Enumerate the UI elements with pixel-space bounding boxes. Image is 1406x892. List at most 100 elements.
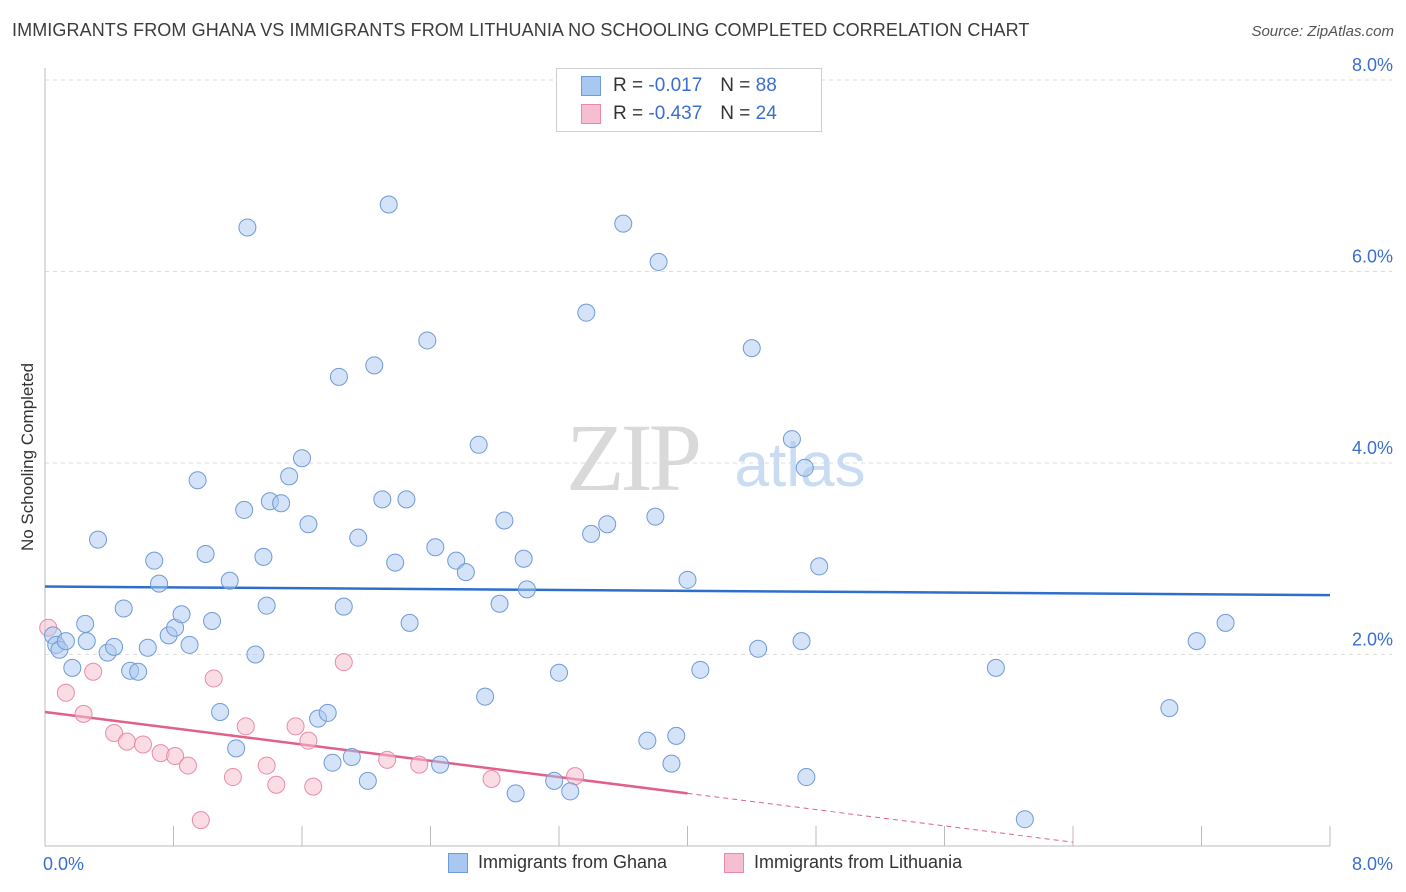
ghana-swatch [448,852,468,873]
ghana-point [792,632,811,651]
ghana-point [203,611,222,630]
lithuania-point [84,662,103,681]
ghana-point [150,574,169,593]
ghana-point [334,597,353,616]
y-tick-label: 6.0% [1352,247,1393,267]
ghana-point [211,702,230,721]
ghana-point [582,524,601,543]
lithuania-point [236,717,255,736]
lithuania-point [378,750,397,769]
ghana-point [272,494,291,513]
ghana-point [56,632,75,651]
lithuania-trend-dashed [687,792,1074,843]
ghana-point [561,782,580,801]
r-value: -0.437 [648,103,703,124]
lithuania-point [257,756,276,775]
ghana-point [386,553,405,572]
ghana-point [188,471,207,490]
ghana-point [662,754,681,773]
ghana-point [506,784,525,803]
y-axis-label: No Schooling Completed [18,362,37,552]
lithuania-point [74,704,93,723]
ghana-point [373,490,392,509]
watermark: ZIP atlas [566,404,865,511]
tick-labels: 2.0% 4.0% 6.0% 8.0% 0.0% 8.0% [43,55,1393,874]
ghana-point [797,768,816,787]
legend-row-lithuania: R = -0.437 N = 24 [581,103,777,125]
legend-label-lithuania: Immigrants from Lithuania [754,852,963,872]
lithuania-swatch [724,852,744,873]
ghana-point [1216,613,1235,632]
ghana-point [379,195,398,214]
r-value: -0.017 [648,75,703,96]
ghana-point [495,511,514,530]
ghana-point [397,490,416,509]
watermark-zip: ZIP [566,404,699,511]
ghana-point [795,458,814,477]
ghana-point [782,430,801,449]
ghana-point [490,594,509,613]
ghana-point [469,435,488,454]
ghana-point [418,331,437,350]
ghana-point [105,637,124,656]
ghana-point [299,515,318,534]
ghana-point [638,731,657,750]
ghana-point [138,638,157,657]
n-label: N = [720,75,751,96]
lithuania-point [105,724,124,743]
x-tick-label-max: 8.0% [1352,854,1393,874]
ghana-point [1187,632,1206,651]
ghana-point [358,771,377,790]
legend-item-ghana[interactable]: Immigrants from Ghana [448,852,667,873]
lithuania-point [334,653,353,672]
legend-item-lithuania[interactable]: Immigrants from Lithuania [724,852,962,873]
ghana-point [63,658,82,677]
n-label: N = [720,103,751,124]
ghana-point [349,528,368,547]
ghana-point [667,726,686,745]
lithuania-swatch [581,104,601,124]
ghana-point [129,662,148,681]
lithuania-point [299,731,318,750]
ghana-point [365,356,384,375]
ghana-point [598,515,617,534]
lithuania-point [267,775,286,794]
ghana-point [318,703,337,722]
ghana-trend-line [44,585,1331,597]
ghana-point [329,367,348,386]
ghana-point [227,739,246,758]
ghana-point [476,687,495,706]
ghana-point [986,658,1005,677]
ghana-swatch [581,76,601,96]
ghana-points [44,195,1235,829]
ghana-point [238,218,257,237]
ghana-point [254,547,273,566]
ghana-point [456,563,475,582]
source-label: Source: ZipAtlas.com [1251,23,1394,40]
ghana-point [1160,699,1179,718]
stats-legend: R = -0.017 N = 88 R = -0.437 N = 24 [556,68,822,132]
ghana-point [749,639,768,658]
ghana-point [550,663,568,682]
ghana-point [293,449,311,468]
lithuania-point [117,732,136,751]
lithuania-point [286,717,305,736]
ghana-point [691,660,710,679]
ghana-point [114,599,133,618]
ghana-point [614,214,633,233]
r-label: R = [613,103,644,124]
lithuania-point [166,746,185,765]
lithuania-point [410,755,429,774]
ghana-point [235,500,254,519]
chart-title: IMMIGRANTS FROM GHANA VS IMMIGRANTS FROM… [12,20,1030,40]
ghana-point [220,571,239,590]
y-tick-label: 2.0% [1352,630,1393,650]
y-tick-label: 4.0% [1352,438,1393,458]
ghana-point [172,605,191,624]
ghana-point [196,544,215,563]
ghana-point [810,557,829,576]
ghana-point [342,747,361,766]
ghana-point [646,507,665,526]
ghana-point [180,635,199,654]
axes [44,68,1331,847]
